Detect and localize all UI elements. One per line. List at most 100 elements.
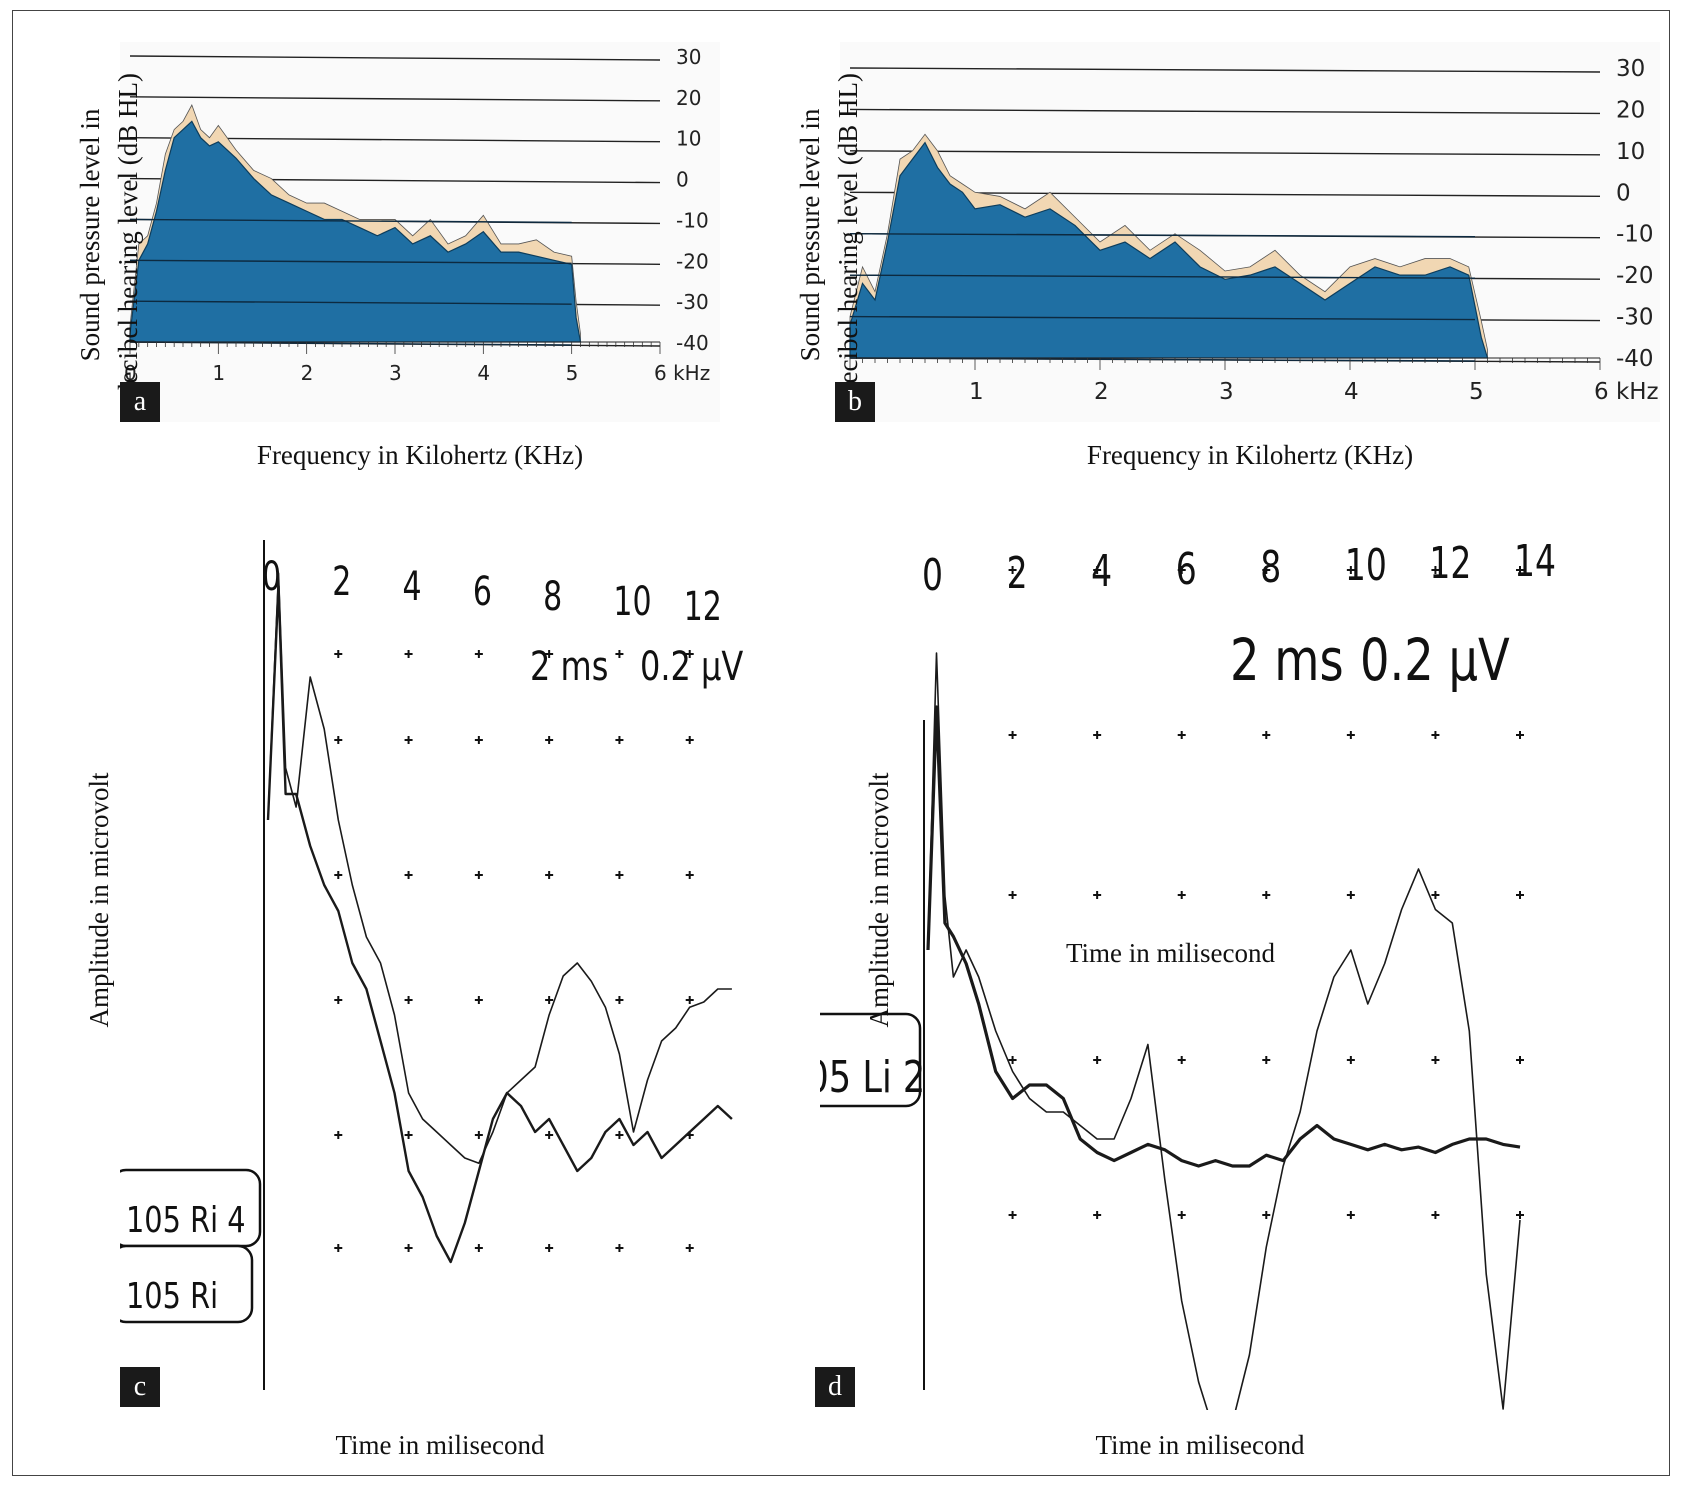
grid-dot	[1262, 891, 1271, 899]
spectrum-area	[849, 141, 1489, 359]
x-tick-label: 4	[403, 564, 422, 610]
panel-d-letter: d	[815, 1367, 855, 1407]
panel-a-letter: a	[120, 382, 160, 422]
grid-dot	[685, 996, 694, 1004]
grid-dot	[1008, 731, 1017, 739]
x-tick-label: 2	[1094, 379, 1109, 405]
scale-amp-label: 0.2 μV	[1360, 627, 1510, 694]
grid-dot	[615, 1244, 624, 1252]
gridline-overlay	[129, 300, 572, 305]
trace-label-text: 105 Li 2	[820, 1052, 925, 1103]
panel-b-letter: b	[835, 382, 875, 422]
y-tick-label: -30	[676, 290, 709, 314]
grid-dot	[1093, 891, 1102, 899]
gridline-overlay	[849, 274, 1476, 279]
grid-dot	[545, 871, 554, 879]
grid-dot	[615, 736, 624, 744]
grid-dot	[404, 1131, 413, 1139]
x-tick-label: 6 kHz	[654, 361, 710, 385]
x-tick-label: 0	[262, 554, 281, 600]
grid-dot	[1262, 1211, 1271, 1219]
grid-dot	[1262, 1056, 1271, 1064]
y-tick-label: 10	[1616, 139, 1645, 165]
grid-dot	[1431, 891, 1440, 899]
y-tick-label: -20	[676, 249, 709, 273]
gridline-overlay	[129, 218, 572, 224]
grid-dot	[1516, 731, 1524, 739]
grid-dot	[1177, 1056, 1186, 1064]
x-tick-label: 5	[566, 361, 579, 385]
grid-dot	[1177, 891, 1186, 899]
grid-dot	[1262, 731, 1271, 739]
y-tick-label: 20	[1616, 97, 1645, 123]
grid-dot	[1346, 566, 1355, 574]
trace-label-text: 105 Ri 4	[126, 1199, 246, 1241]
grid-dot	[1516, 891, 1524, 899]
y-tick-label: 20	[676, 86, 701, 110]
spectrum-area	[129, 120, 582, 343]
grid-dot	[404, 650, 413, 658]
x-tick-label: 3	[389, 361, 402, 385]
scale-time-label: 2 ms	[1230, 627, 1344, 694]
grid-dot	[404, 996, 413, 1004]
panel-c-ylabel: Amplitude in microvolt	[84, 772, 114, 1028]
figure-frame	[12, 10, 1670, 1476]
x-tick-label: 1	[969, 379, 984, 405]
y-tick-label: -10	[1616, 222, 1654, 248]
x-tick-label: 2	[1007, 548, 1028, 599]
grid-dot	[334, 996, 343, 1004]
grid-dot	[1431, 1056, 1440, 1064]
grid-dot	[615, 1131, 624, 1139]
x-tick-label: 10	[1345, 540, 1387, 591]
x-tick-label: 2	[301, 361, 314, 385]
grid-dot	[474, 650, 483, 658]
grid-dot	[474, 736, 483, 744]
grid-dot	[334, 736, 343, 744]
grid-dot	[1177, 731, 1186, 739]
grid-dot	[1008, 1211, 1017, 1219]
gridline	[129, 96, 661, 102]
y-tick-label: 0	[1616, 180, 1631, 206]
panel-a-caption: Frequency in Kilohertz (KHz)	[256, 440, 584, 470]
grid-dot	[1008, 891, 1017, 899]
grid-dot	[1177, 566, 1186, 574]
panel-a-spectrum: 30 20 10 0 -10 -20 -30 -40 0 1 2 3 4 5 6 kHz	[120, 42, 720, 422]
trace-label-text: 105 Ri	[126, 1275, 218, 1317]
x-tick-label: 4	[1091, 546, 1112, 597]
y-tick-label: 30	[676, 45, 701, 69]
panel-d-svg: 0 2 4 6 8 10 12 14 2 ms0.2 μV 105 Li 2 Time in mil…	[820, 536, 1556, 1410]
grid-dot	[545, 736, 554, 744]
panel-c-abr: 0 2 4 6 8 10 12 2 ms 0.2 μV 105 Ri 4 105 Ri	[120, 530, 780, 1410]
waveform-1	[267, 572, 732, 1164]
gridline-overlay	[849, 233, 1476, 238]
grid-dot	[1516, 1211, 1524, 1219]
grid-dot	[545, 650, 554, 658]
grid-dot	[334, 1244, 343, 1252]
trace-label-box	[820, 1012, 922, 1108]
waveform-1	[927, 652, 1521, 1410]
grid-dot	[1008, 1056, 1017, 1064]
x-tick-label: 6 kHz	[1594, 379, 1659, 405]
x-tick-label: 14	[1514, 536, 1556, 587]
gridline	[129, 55, 661, 61]
grid-dot	[1346, 1211, 1355, 1219]
x-tick-label: 8	[543, 574, 562, 620]
grid-dot	[334, 1131, 343, 1139]
gridline	[849, 108, 1601, 115]
panel-a-svg: 30 20 10 0 -10 -20 -30 -40 0 1 2 3 4 5 6 kHz	[120, 42, 720, 422]
grid-dot	[1093, 1056, 1102, 1064]
grid-dot	[615, 871, 624, 879]
grid-dot	[404, 871, 413, 879]
grid-dot	[1262, 566, 1271, 574]
panel-d-abr: 0 2 4 6 8 10 12 14 2 ms0.2 μV 105 Li 2 Time in mil…	[820, 530, 1660, 1410]
x-tick-label: 8	[1260, 542, 1281, 593]
x-tick-label: 5	[1469, 379, 1484, 405]
grid-dot	[1431, 566, 1440, 574]
panel-c-svg: 0 2 4 6 8 10 12 2 ms 0.2 μV 105 Ri 4 105 Ri	[120, 540, 744, 1390]
grid-dot	[545, 996, 554, 1004]
grid-dot	[685, 736, 694, 744]
grid-dot	[615, 650, 624, 658]
x-tick-label: 4	[477, 361, 490, 385]
panel-b-ylabel-line1: Sound pressure level in	[795, 108, 825, 362]
